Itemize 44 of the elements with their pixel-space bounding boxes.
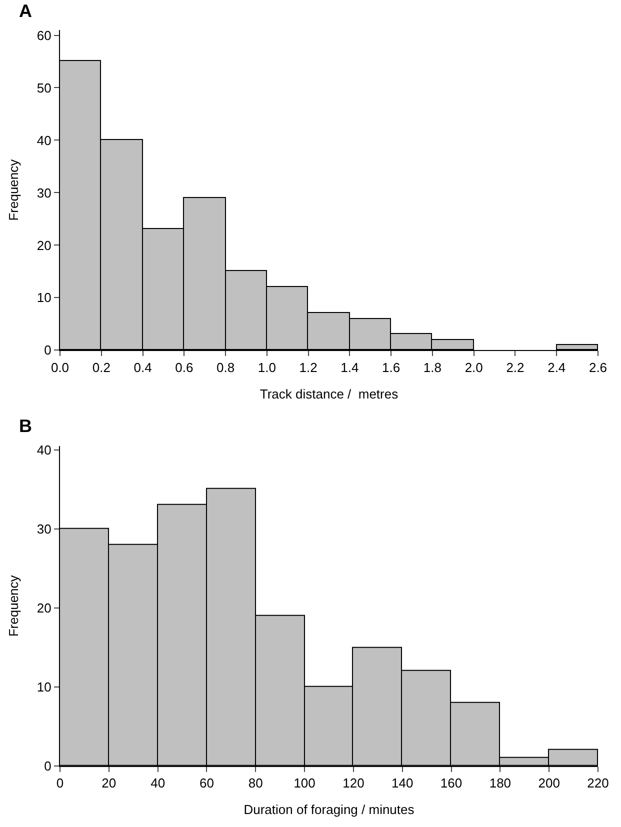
x-tick-label: 1.8 xyxy=(423,360,442,375)
x-tick-label: 0.4 xyxy=(134,360,152,375)
x-tick-label: 2.6 xyxy=(588,360,608,375)
y-tick-label: 40 xyxy=(36,442,52,458)
x-tick-label: 60 xyxy=(199,776,214,791)
x-tick-label: 0.6 xyxy=(175,360,194,375)
x-tick-label: 0 xyxy=(56,776,64,791)
x-tick-label: 0.0 xyxy=(50,360,70,375)
x-tick-label: 20 xyxy=(102,776,116,791)
x-tick-label: 1.0 xyxy=(258,360,276,375)
x-axis-title: Track distance / metres xyxy=(260,386,399,402)
y-axis-title: Frequency xyxy=(6,158,21,221)
x-tick-label: 1.6 xyxy=(382,360,400,375)
y-tick-label: 20 xyxy=(36,238,52,253)
y-tick-label: 0 xyxy=(44,758,52,774)
x-tick-label: 2.2 xyxy=(506,360,524,375)
x-tick-label: 0.2 xyxy=(92,360,110,375)
chart-title: A xyxy=(19,1,32,21)
x-tick-label: 180 xyxy=(489,776,512,791)
y-tick-label: 10 xyxy=(36,680,52,694)
chart-title: B xyxy=(19,416,32,436)
x-axis-title: Duration of foraging / minutes xyxy=(244,802,415,818)
x-tick-label: 2.0 xyxy=(464,360,483,375)
y-tick-label: 30 xyxy=(36,185,52,200)
x-tick-label: 220 xyxy=(587,776,609,791)
y-tick-label: 20 xyxy=(36,600,52,616)
y-tick-label: 50 xyxy=(36,80,52,96)
x-tick-label: 100 xyxy=(294,776,316,791)
y-tick-label: 0 xyxy=(44,342,52,358)
x-tick-label: 2.4 xyxy=(548,360,566,375)
y-tick-label: 40 xyxy=(36,132,52,148)
x-tick-label: 0.8 xyxy=(216,360,235,375)
x-tick-label: 160 xyxy=(440,776,462,791)
y-tick-label: 10 xyxy=(36,290,52,306)
x-tick-label: 200 xyxy=(538,776,560,791)
y-tick-label: 60 xyxy=(36,28,52,43)
y-tick-label: 30 xyxy=(36,521,52,536)
x-tick-label: 140 xyxy=(392,776,414,791)
x-tick-label: 40 xyxy=(150,776,166,791)
x-tick-label: 1.2 xyxy=(299,360,318,375)
y-axis-title: Frequency xyxy=(6,574,21,637)
x-tick-label: 120 xyxy=(342,776,364,791)
x-tick-label: 1.4 xyxy=(340,360,359,375)
x-tick-label: 80 xyxy=(248,776,263,791)
